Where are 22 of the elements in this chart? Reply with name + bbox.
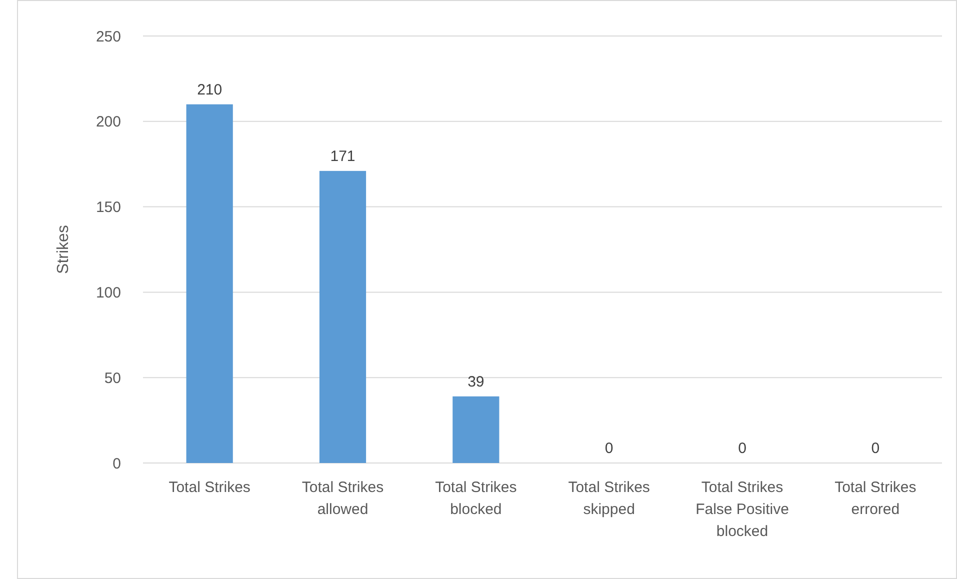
data-label: 0 xyxy=(871,440,880,457)
data-label: 210 xyxy=(197,81,222,98)
y-tick-label: 200 xyxy=(96,114,121,131)
y-tick-label: 0 xyxy=(112,455,121,472)
y-axis-title: Strikes xyxy=(55,225,72,274)
y-tick-label: 150 xyxy=(96,199,121,216)
x-tick-label: Total Strikes False Positive blocked xyxy=(696,479,789,540)
bar xyxy=(452,396,500,463)
y-tick-label: 50 xyxy=(104,370,121,387)
bar xyxy=(319,170,366,463)
data-label: 171 xyxy=(330,148,356,165)
x-tick-label: Total Strikes allowed xyxy=(302,479,384,518)
bar xyxy=(186,104,233,463)
x-tick-label: Total Strikes skipped xyxy=(568,479,650,518)
data-label: 39 xyxy=(468,373,484,390)
data-label: 0 xyxy=(604,440,614,457)
y-tick-label: 250 xyxy=(96,28,121,46)
x-tick-label: Total Strikes blocked xyxy=(435,479,517,518)
y-tick-label: 100 xyxy=(96,284,121,302)
x-tick-label: Total Strikes xyxy=(168,479,250,496)
data-label: 0 xyxy=(738,440,746,457)
x-tick-label: Total Strikes errored xyxy=(834,479,916,518)
